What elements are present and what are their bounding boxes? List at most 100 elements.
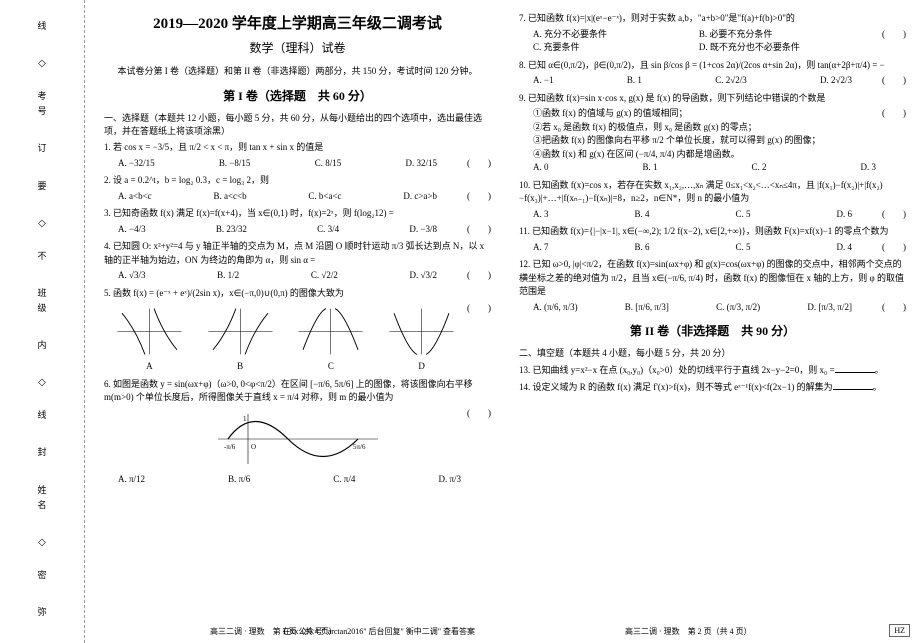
side-label: 线 <box>36 21 49 36</box>
page-2-column: 7. 已知函数 f(x)=|x|(eˣ−e⁻ˣ)，则对于实数 a,b，"a+b>… <box>505 0 920 643</box>
q9-sub4: ④函数 f(x) 和 g(x) 在区间 (−π/4, π/4) 内都是增函数。 <box>533 148 906 162</box>
side-label: 内 <box>36 340 49 355</box>
q9-opt-a: A. 0 <box>533 161 549 175</box>
q4-text: 4. 已知圆 O: x²+y²=4 与 y 轴正半轴的交点为 M，点 M 沿圆 … <box>104 240 491 267</box>
q8-opt-a: A. −1 <box>533 74 554 88</box>
q5-text: 5. 函数 f(x) = (e⁻ˣ + eˣ)/(2sin x)，x∈(−π,0… <box>104 287 491 301</box>
q4-opt-b: B. 1/2 <box>217 269 239 283</box>
graph-label-d: D <box>384 360 459 374</box>
section-1-instructions: 一、选择题（本题共 12 小题，每小题 5 分，共 60 分，从每小题给出的四个… <box>104 112 491 137</box>
q11-opt-d: D. 4 <box>836 241 852 255</box>
q6-opt-b: B. π/6 <box>228 473 250 487</box>
section-2-title: 第 II 卷（非选择题 共 90 分） <box>519 322 906 339</box>
answer-blank: ( ) <box>467 302 491 316</box>
answer-blank: ( ) <box>882 107 906 121</box>
q10-text: 10. 已知函数 f(x)=cos x，若存在实数 x₁,x₂,…,xₙ 满足 … <box>519 179 906 206</box>
q4-opt-c: C. √2/2 <box>311 269 338 283</box>
q7-opt-b: B. 必要不充分条件 <box>699 28 852 42</box>
q11-opt-a: A. 7 <box>533 241 549 255</box>
q6-opt-d: D. π/3 <box>438 473 461 487</box>
section-2-instructions: 二、填空题（本题共 4 小题，每小题 5 分，共 20 分） <box>519 347 906 360</box>
q10-opt-d: D. 6 <box>836 208 852 222</box>
diamond-icon: ◇ <box>38 377 46 388</box>
q9-sub2: ②若 x₀ 是函数 f(x) 的极值点，则 x₀ 是函数 g(x) 的零点； <box>533 121 906 135</box>
footer-center: 在xx公众号" arctan2016" 后台回复" 衡中二调" 查看答案 <box>282 626 475 637</box>
graph-c <box>293 304 368 359</box>
q3-text: 3. 已知奇函数 f(x) 满足 f(x)=f(x+4)，当 x∈(0,1) 时… <box>104 207 491 221</box>
q12-opt-b: B. [π/6, π/3] <box>625 301 669 315</box>
side-label: 班级 <box>36 288 49 318</box>
q9-sub3: ③把函数 f(x) 的图像向右平移 π/2 个单位长度，就可以得到 g(x) 的… <box>533 134 906 148</box>
diamond-icon: ◇ <box>38 537 46 548</box>
q6-opt-c: C. π/4 <box>333 473 355 487</box>
diamond-icon: ◇ <box>38 218 46 229</box>
answer-blank: ( ) <box>467 223 491 237</box>
q8-opt-b: B. 1 <box>627 74 642 88</box>
answer-blank: ( ) <box>882 208 906 222</box>
question-3: 3. 已知奇函数 f(x) 满足 f(x)=f(x+4)，当 x∈(0,1) 时… <box>104 207 491 236</box>
answer-blank: ( ) <box>882 241 906 255</box>
q11-opt-b: B. 6 <box>634 241 649 255</box>
answer-blank: ( ) <box>882 28 906 42</box>
q3-opt-a: A. −4/3 <box>118 223 146 237</box>
hz-mark: HZ <box>889 624 910 637</box>
q3-opt-d: D. −3/8 <box>409 223 437 237</box>
q12-text: 12. 已知 ω>0, |φ|<π/2，在函数 f(x)=sin(ωx+φ) 和… <box>519 258 906 299</box>
page-1-column: 2019—2020 学年度上学期高三年级二调考试 数学（理科）试卷 本试卷分第 … <box>90 0 505 643</box>
graph-label-c: C <box>293 360 368 374</box>
svg-text:1: 1 <box>243 415 247 423</box>
q12-opt-a: A. (π/6, π/3) <box>533 301 578 315</box>
question-12: 12. 已知 ω>0, |φ|<π/2，在函数 f(x)=sin(ωx+φ) 和… <box>519 258 906 314</box>
q8-opt-c: C. 2√2/3 <box>715 74 746 88</box>
question-14: 14. 设定义域为 R 的函数 f(x) 满足 f'(x)>f(x)，则不等式 … <box>519 381 906 395</box>
q1-opt-c: C. 8/15 <box>315 157 342 171</box>
svg-text:O: O <box>251 443 256 451</box>
q6-text: 6. 如图是函数 y = sin(ωx+φ)（ω>0, 0<φ<π/2）在区间 … <box>104 378 491 405</box>
footer-page2: 高三二调 · 理数 第 2 页（共 4 页） <box>625 626 752 637</box>
answer-blank: ( ) <box>467 157 491 171</box>
side-label: 考号 <box>36 91 49 121</box>
q12-opt-d: D. [π/3, π/2] <box>807 301 852 315</box>
q6-graph: 1 -π/6 5π/6 O <box>208 409 388 469</box>
q8-opt-d: D. 2√2/3 <box>820 74 852 88</box>
question-2: 2. 设 a = 0.2^t，b = log₂ 0.3，c = log₃ 2，则… <box>104 174 491 203</box>
binding-sidebar: 线 ◇ 考号 订 要 ◇ 不 班级 内 ◇ 线 封 姓名 ◇ 密 弥 <box>0 0 85 643</box>
side-label: 密 <box>36 570 49 585</box>
q2-opt-c: C. b<a<c <box>308 190 341 204</box>
side-label: 封 <box>36 447 49 462</box>
q2-opt-b: B. a<c<b <box>213 190 246 204</box>
q2-text: 2. 设 a = 0.2^t，b = log₂ 0.3，c = log₃ 2，则 <box>104 174 491 188</box>
graph-label-b: B <box>203 360 278 374</box>
q9-opt-c: C. 2 <box>751 161 766 175</box>
question-9: 9. 已知函数 f(x)=sin x·cos x, g(x) 是 f(x) 的导… <box>519 92 906 175</box>
q10-opt-b: B. 4 <box>634 208 649 222</box>
q9-text: 9. 已知函数 f(x)=sin x·cos x, g(x) 是 f(x) 的导… <box>519 92 906 106</box>
side-label: 弥 <box>36 607 49 622</box>
q6-opt-a: A. π/12 <box>118 473 145 487</box>
q1-opt-b: B. −8/15 <box>219 157 251 171</box>
q3-opt-c: C. 3/4 <box>317 223 339 237</box>
answer-blank: ( ) <box>882 301 906 315</box>
graph-b <box>203 304 278 359</box>
question-8: 8. 已知 α∈(0,π/2)，β∈(0,π/2)，且 sin β/cos β … <box>519 59 906 88</box>
question-5: 5. 函数 f(x) = (e⁻ˣ + eˣ)/(2sin x)，x∈(−π,0… <box>104 287 491 374</box>
q1-text: 1. 若 cos x = −3/5，且 π/2 < x < π，则 tan x … <box>104 141 491 155</box>
answer-blank: ( ) <box>882 74 906 88</box>
fill-blank <box>833 381 873 390</box>
exam-title: 2019—2020 学年度上学期高三年级二调考试 <box>104 12 491 33</box>
question-13: 13. 已知曲线 y=x²−x 在点 (x₀,y₀)（x₀>0）处的切线平行于直… <box>519 364 906 378</box>
q4-opt-d: D. √3/2 <box>410 269 437 283</box>
exam-subtitle: 数学（理科）试卷 <box>104 39 491 56</box>
question-6: 6. 如图是函数 y = sin(ωx+φ)（ω>0, 0<φ<π/2）在区间 … <box>104 378 491 487</box>
svg-text:-π/6: -π/6 <box>224 443 236 451</box>
q13-text: 13. 已知曲线 y=x²−x 在点 (x₀,y₀)（x₀>0）处的切线平行于直… <box>519 365 835 375</box>
q4-opt-a: A. √3/3 <box>118 269 145 283</box>
question-1: 1. 若 cos x = −3/5，且 π/2 < x < π，则 tan x … <box>104 141 491 170</box>
q7-text: 7. 已知函数 f(x)=|x|(eˣ−e⁻ˣ)，则对于实数 a,b，"a+b>… <box>519 12 906 26</box>
side-label: 订 <box>36 143 49 158</box>
side-label: 姓名 <box>36 485 49 515</box>
q10-opt-a: A. 3 <box>533 208 549 222</box>
q3-opt-b: B. 23/32 <box>216 223 247 237</box>
q1-opt-d: D. 32/15 <box>405 157 437 171</box>
q7-opt-d: D. 既不充分也不必要条件 <box>699 41 852 55</box>
